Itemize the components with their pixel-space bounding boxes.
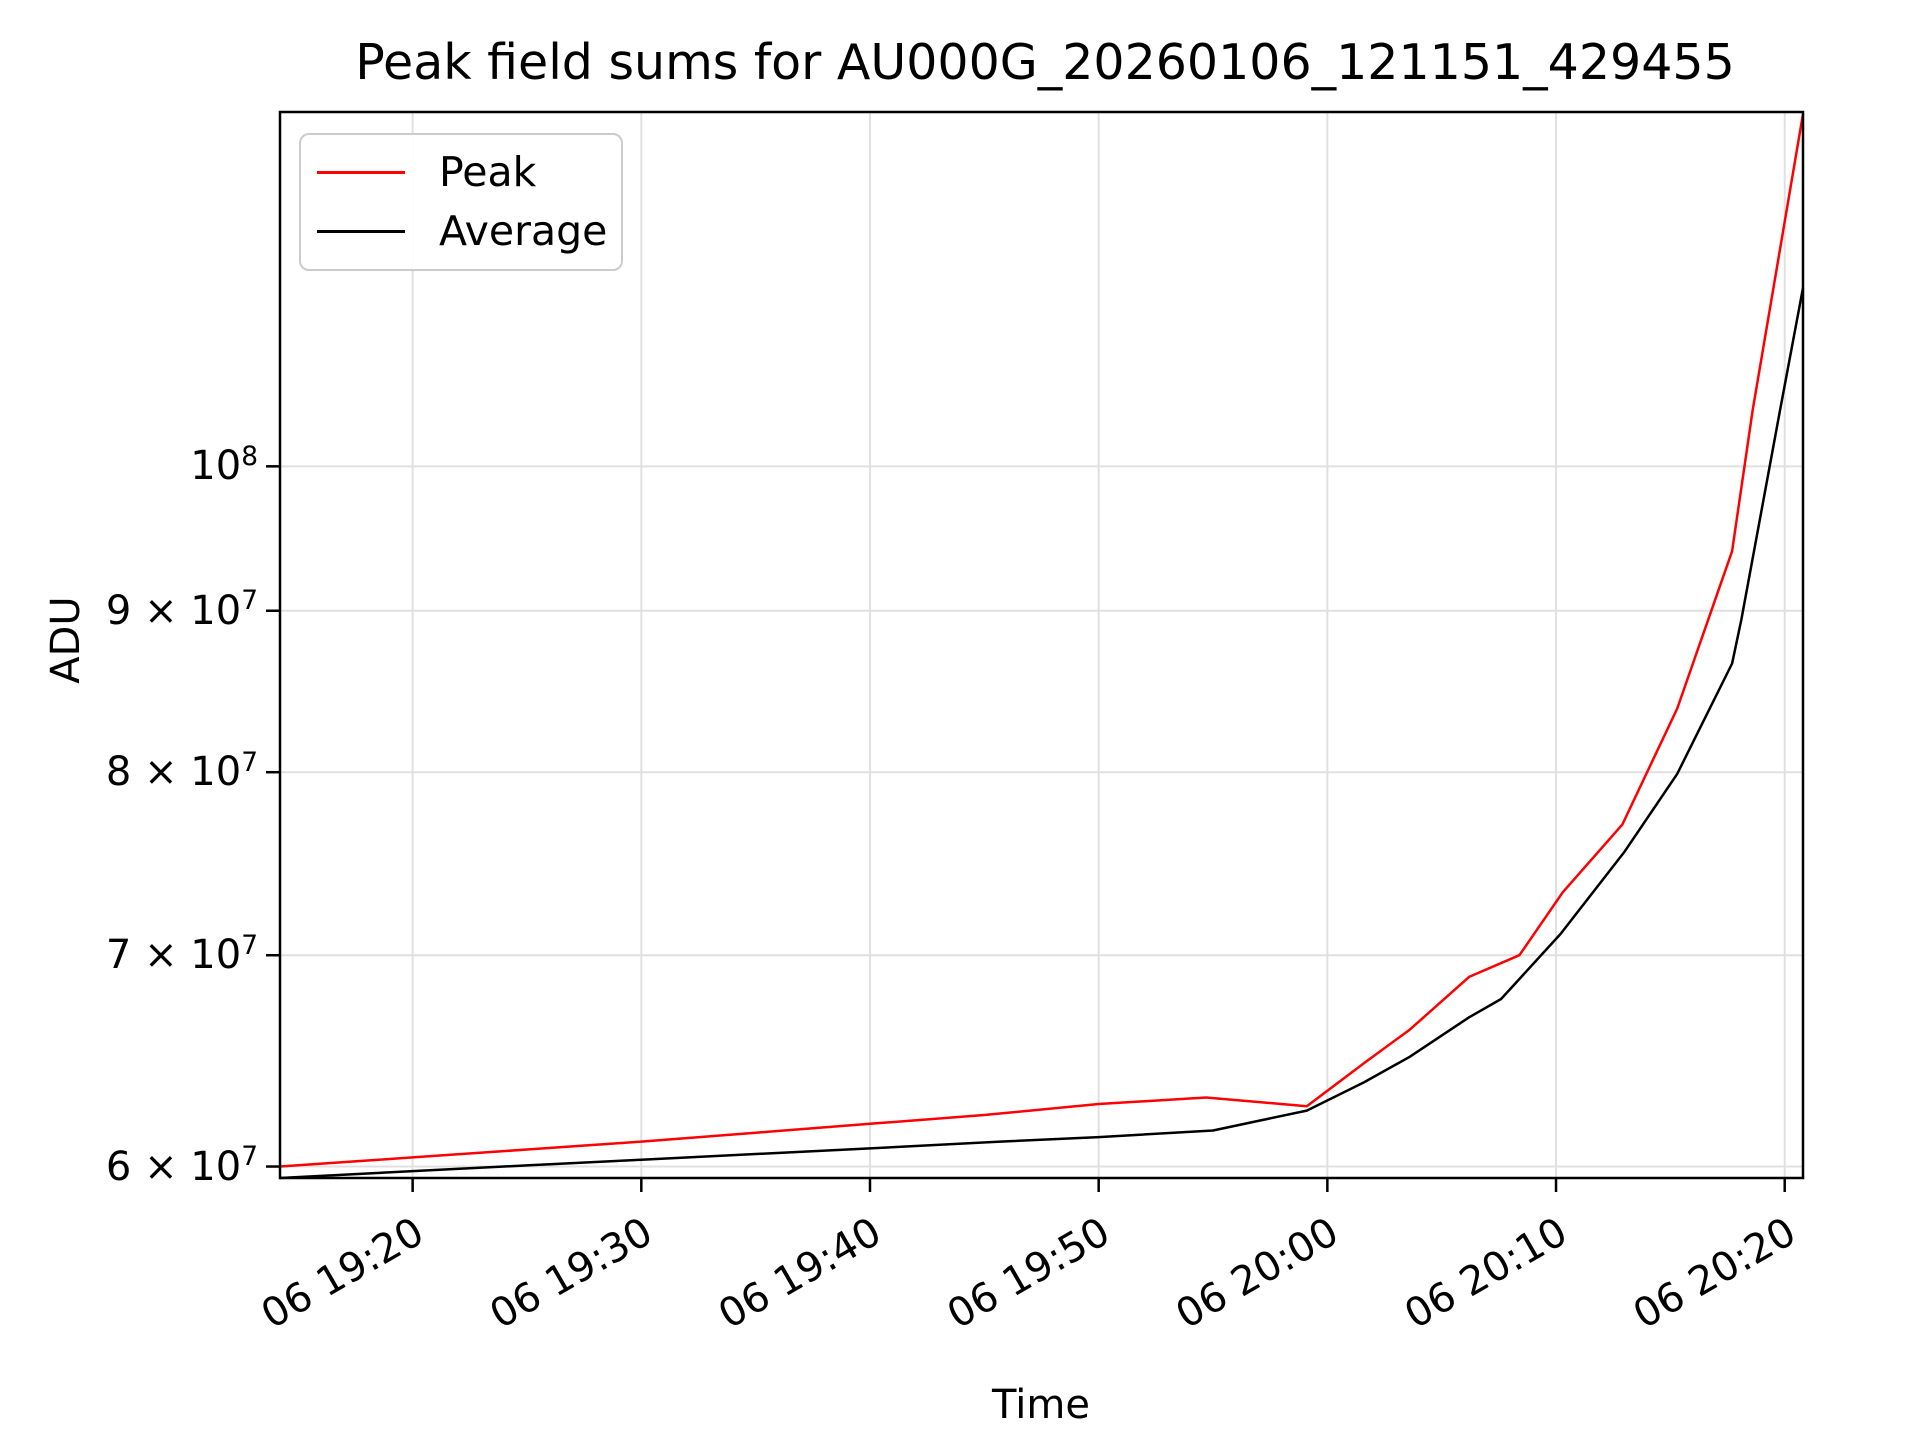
x-tick-label: 06 20:20 <box>1626 1209 1804 1338</box>
x-axis-label: Time <box>992 1382 1090 1428</box>
chart-title: Peak field sums for AU000G_20260106_1211… <box>355 34 1735 91</box>
legend-label-peak: Peak <box>439 148 537 197</box>
y-tick-label: 108 <box>190 440 258 490</box>
x-tick-label: 06 20:10 <box>1397 1209 1575 1338</box>
y-axis-label: ADU <box>43 596 89 684</box>
average-line-swatch <box>317 229 405 233</box>
y-tick-label: 9 × 107 <box>105 585 258 634</box>
legend-entry-average: Average <box>317 206 621 255</box>
y-tick-label: 8 × 107 <box>105 746 258 796</box>
x-tick-label: 06 20:00 <box>1168 1209 1346 1338</box>
x-tick-label: 06 19:20 <box>254 1209 432 1338</box>
peak-line-swatch <box>317 171 405 175</box>
axes-spines <box>278 110 1805 1180</box>
legend-entry-peak: Peak <box>317 152 621 193</box>
x-tick-label: 06 19:40 <box>711 1209 889 1338</box>
y-tick-label: 7 × 107 <box>105 929 258 979</box>
series-line-average <box>279 287 1805 1180</box>
x-tick-label: 06 19:50 <box>940 1209 1118 1338</box>
legend: Peak Average <box>299 133 623 271</box>
legend-label-average: Average <box>439 206 608 255</box>
y-tick-label: 6 × 107 <box>105 1141 258 1190</box>
x-tick-label: 06 19:30 <box>482 1209 660 1338</box>
series-line-peak <box>279 113 1805 1168</box>
